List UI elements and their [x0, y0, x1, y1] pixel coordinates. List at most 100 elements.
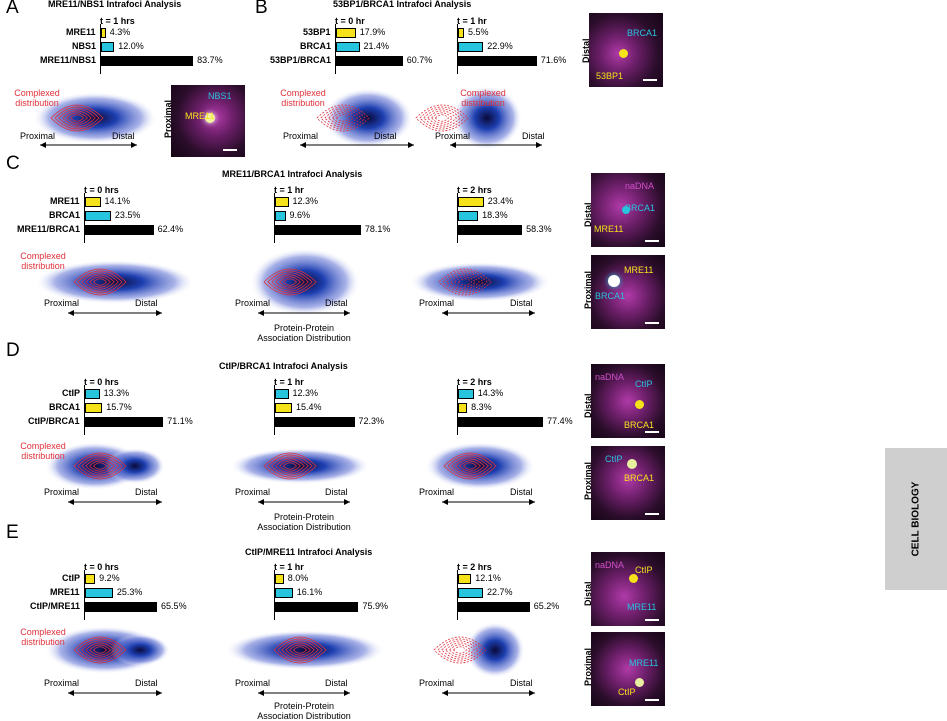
contour-line	[73, 268, 127, 296]
density-plot-b-1hr	[415, 86, 522, 150]
bar-yellow	[101, 28, 106, 38]
bar-value-label: 18.3%	[482, 210, 508, 220]
density-blob	[465, 622, 525, 678]
contour-line	[81, 640, 119, 660]
contour-line	[451, 456, 489, 476]
time-label: t = 1 hr	[274, 562, 304, 572]
proximal-label-e1: Proximal	[235, 678, 271, 688]
contour-line	[92, 278, 108, 286]
density-blob	[105, 448, 165, 484]
micro-e2-label-1: MRE11	[629, 658, 659, 668]
time-label: t = 1 hr	[274, 377, 304, 387]
contour-line	[462, 462, 478, 470]
bar-yellow	[85, 574, 96, 584]
row-label: MRE11	[50, 196, 80, 206]
contour-line	[446, 272, 484, 292]
complexed-label-e: Complexed distribution	[20, 627, 66, 647]
bar-yellow	[275, 403, 292, 413]
distal-label-c0: Distal	[135, 298, 158, 308]
bar-value-label: 12.3%	[292, 388, 319, 398]
proximal-label-d2: Proximal	[419, 487, 455, 497]
chart-axis	[84, 385, 85, 435]
bar-value-label: 5.5%	[468, 27, 489, 37]
contour-line	[92, 646, 108, 654]
distal-label-b0: Distal	[374, 131, 397, 141]
bar-value-label: 21.4%	[363, 41, 390, 51]
time-label: t = 2 hrs	[457, 562, 492, 572]
bar-cyan	[85, 588, 113, 598]
contour-line	[415, 104, 469, 132]
bar-cyan	[85, 211, 111, 221]
contour-line	[89, 276, 111, 288]
chart-axis	[274, 385, 275, 435]
micro-d2-label-1: CtIP	[605, 454, 623, 464]
bar-value-label: 15.4%	[295, 402, 322, 412]
proximal-label-b1: Proximal	[435, 131, 471, 141]
bar-cyan	[458, 588, 483, 598]
contour-line	[289, 644, 311, 656]
chart-axis	[457, 570, 458, 620]
complexed-label-b-1: Complexed distribution	[460, 88, 506, 108]
bar-black	[85, 417, 164, 427]
contour-line	[50, 104, 104, 132]
double-arrow	[258, 690, 350, 696]
micro-d2-label-2: BRCA1	[624, 473, 655, 483]
density-plot-a	[33, 92, 157, 144]
contour-line	[457, 278, 473, 286]
contour-line	[285, 642, 315, 658]
bar-value-label: 72.3%	[358, 416, 385, 426]
double-arrow	[442, 310, 535, 316]
contour-line	[279, 276, 301, 288]
contour-line	[324, 108, 362, 128]
contour-line	[423, 108, 461, 128]
contour-line	[438, 268, 492, 296]
scale-bar	[643, 79, 657, 81]
time-label: t = 0 hrs	[84, 377, 119, 387]
complexed-label-a: Complexed distribution	[14, 88, 60, 108]
proximal-label-c2: Proximal	[419, 298, 455, 308]
bar-black	[458, 602, 530, 612]
density-plot-e-1hr	[225, 630, 385, 670]
contour-line	[275, 274, 305, 290]
time-label: t = 1 hr	[457, 16, 487, 26]
foci-spot	[608, 275, 620, 287]
density-blob	[410, 262, 550, 302]
row-label: MRE11	[50, 587, 80, 597]
complexed-label-d: Complexed distribution	[20, 441, 66, 461]
foci-spot	[619, 49, 628, 58]
bar-value-label: 12.0%	[118, 41, 144, 51]
bar-value-label: 23.4%	[487, 196, 514, 206]
double-arrow	[300, 142, 414, 148]
micro-e2-label-2: CtIP	[618, 687, 636, 697]
proximal-label-c0: Proximal	[44, 298, 80, 308]
contour-line	[271, 456, 309, 476]
ppad-label-d: Protein-Protein Association Distribution	[257, 512, 351, 532]
bar-value-label: 12.1%	[475, 573, 501, 583]
contour-line	[277, 638, 323, 662]
contour-line	[433, 636, 487, 664]
proximal-label-c1: Proximal	[235, 298, 271, 308]
contour-line	[335, 114, 351, 122]
micro-image-c-proximal: MRE11 BRCA1	[591, 255, 665, 329]
panel-c-title: MRE11/BRCA1 Intrafoci Analysis	[222, 169, 363, 179]
double-arrow	[450, 142, 542, 148]
bar-value-label: 8.3%	[471, 402, 492, 412]
contour-line	[279, 460, 301, 472]
density-plot-d-2hr	[425, 442, 535, 490]
contour-line	[332, 112, 354, 124]
bar-yellow	[458, 403, 468, 413]
time-label: t = 2 hrs	[457, 377, 492, 387]
panel-letter-c: C	[6, 153, 20, 174]
bar-value-label: 65.5%	[161, 601, 187, 611]
bar-black	[275, 417, 355, 427]
chart-axis	[335, 24, 336, 74]
bar-yellow	[275, 197, 289, 207]
double-arrow	[442, 499, 535, 505]
bar-black	[85, 602, 158, 612]
contour-line	[447, 454, 493, 478]
contour-line	[69, 114, 85, 122]
micro-d1-label-1: naDNA	[595, 372, 625, 382]
chart-axis	[100, 24, 101, 74]
micro-image-e-distal: naDNA CtIP MRE11	[591, 552, 665, 626]
contour-line	[85, 458, 115, 474]
